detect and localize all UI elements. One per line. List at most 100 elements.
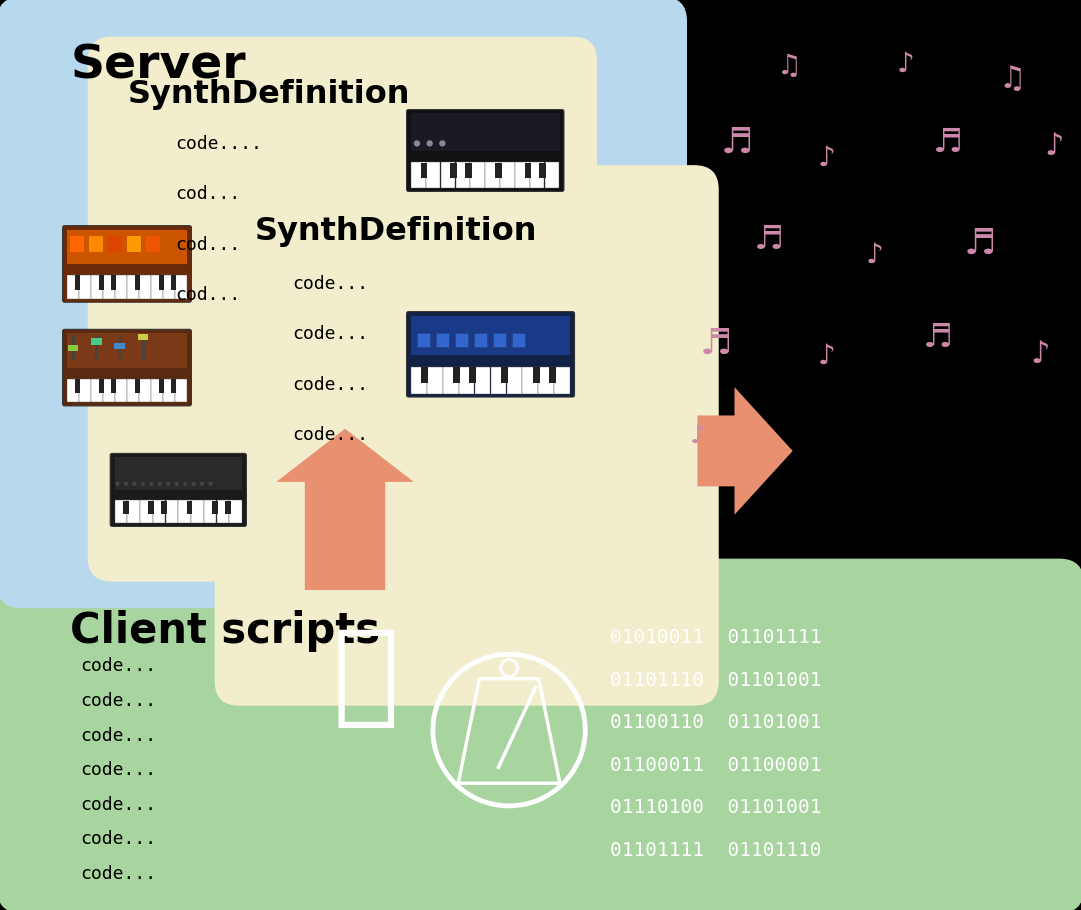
- Text: ♬: ♬: [699, 327, 732, 361]
- Text: Server: Server: [70, 44, 246, 88]
- Circle shape: [200, 481, 204, 486]
- Text: cod...: cod...: [176, 236, 241, 254]
- Text: 01110100  01101001: 01110100 01101001: [610, 798, 822, 817]
- Text: code...: code...: [292, 325, 369, 343]
- Bar: [139, 275, 150, 298]
- Circle shape: [124, 481, 128, 486]
- Bar: [163, 275, 175, 298]
- Bar: [475, 333, 486, 348]
- Bar: [455, 162, 470, 188]
- Bar: [128, 501, 139, 523]
- Circle shape: [116, 481, 120, 486]
- Bar: [530, 162, 545, 188]
- Bar: [501, 162, 515, 188]
- Text: code...: code...: [292, 275, 369, 292]
- Bar: [103, 379, 115, 402]
- Bar: [538, 367, 553, 394]
- Bar: [458, 367, 475, 394]
- Bar: [493, 333, 506, 348]
- Circle shape: [427, 140, 432, 147]
- Text: ♪: ♪: [1030, 340, 1050, 369]
- Bar: [159, 276, 164, 289]
- Circle shape: [158, 481, 162, 486]
- Bar: [443, 367, 458, 394]
- Bar: [411, 162, 426, 188]
- Bar: [159, 379, 164, 393]
- Bar: [75, 276, 80, 289]
- FancyBboxPatch shape: [0, 559, 1081, 910]
- Bar: [485, 162, 499, 188]
- Bar: [98, 276, 104, 289]
- Bar: [128, 275, 138, 298]
- Text: SynthDefinition: SynthDefinition: [255, 216, 537, 248]
- Bar: [137, 334, 148, 340]
- Bar: [512, 333, 525, 348]
- Bar: [216, 501, 229, 523]
- Bar: [555, 367, 570, 394]
- Circle shape: [175, 481, 178, 486]
- Bar: [191, 501, 203, 523]
- Bar: [67, 333, 187, 369]
- Bar: [151, 275, 163, 298]
- Bar: [507, 367, 522, 394]
- Bar: [115, 379, 126, 402]
- Bar: [89, 236, 103, 251]
- Bar: [212, 501, 217, 514]
- Text: ♪: ♪: [1044, 132, 1064, 161]
- Text: code...: code...: [292, 376, 369, 394]
- Bar: [115, 501, 128, 523]
- Text: cod...: cod...: [176, 286, 241, 304]
- Bar: [165, 501, 178, 523]
- Bar: [495, 163, 502, 178]
- Bar: [146, 236, 160, 251]
- Text: code...: code...: [80, 726, 157, 744]
- FancyBboxPatch shape: [63, 329, 191, 406]
- Bar: [103, 275, 115, 298]
- Bar: [175, 379, 187, 402]
- Bar: [441, 162, 455, 188]
- Bar: [70, 236, 83, 251]
- Bar: [515, 162, 530, 188]
- Bar: [175, 275, 187, 298]
- Text: ♪: ♪: [865, 241, 883, 268]
- Text: code...: code...: [80, 761, 157, 779]
- Bar: [421, 163, 427, 178]
- Text: code...: code...: [80, 830, 157, 848]
- FancyBboxPatch shape: [0, 0, 688, 608]
- Bar: [161, 501, 166, 514]
- Text: code...: code...: [292, 426, 369, 444]
- FancyBboxPatch shape: [88, 36, 597, 581]
- Bar: [426, 162, 440, 188]
- Text: ♬: ♬: [720, 126, 752, 159]
- Bar: [539, 163, 546, 178]
- Bar: [465, 163, 472, 178]
- Text: code....: code....: [176, 135, 263, 153]
- Bar: [115, 343, 125, 349]
- Text: Client scripts: Client scripts: [70, 611, 381, 652]
- Bar: [79, 275, 91, 298]
- Text: 01101110  01101001: 01101110 01101001: [610, 671, 822, 690]
- Polygon shape: [277, 429, 414, 590]
- Bar: [469, 368, 477, 383]
- Bar: [98, 379, 104, 393]
- Circle shape: [183, 481, 187, 486]
- Circle shape: [132, 481, 136, 486]
- Bar: [67, 229, 187, 265]
- Bar: [110, 379, 116, 393]
- Bar: [491, 367, 506, 394]
- Bar: [163, 379, 175, 402]
- Circle shape: [414, 140, 421, 147]
- Bar: [139, 379, 150, 402]
- Text: ♬: ♬: [753, 223, 784, 256]
- Bar: [436, 333, 449, 348]
- Text: code...: code...: [80, 657, 157, 675]
- Text: ♪: ♪: [690, 424, 706, 449]
- Bar: [135, 379, 141, 393]
- Bar: [91, 379, 103, 402]
- Bar: [204, 501, 216, 523]
- Bar: [75, 379, 80, 393]
- Bar: [171, 276, 176, 289]
- Text: ♬: ♬: [964, 227, 997, 260]
- Bar: [126, 236, 141, 251]
- Text: ♪: ♪: [897, 49, 915, 77]
